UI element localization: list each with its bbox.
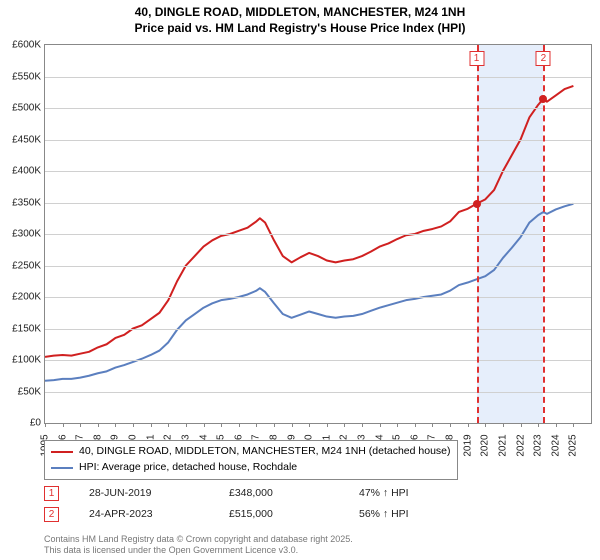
x-tick xyxy=(98,423,99,427)
gridline xyxy=(45,297,591,298)
event-badge: 2 xyxy=(536,51,551,66)
y-axis-label: £600K xyxy=(1,40,41,51)
legend-label: HPI: Average price, detached house, Roch… xyxy=(79,460,297,476)
event-dot xyxy=(539,95,547,103)
x-tick xyxy=(186,423,187,427)
x-tick xyxy=(380,423,381,427)
x-tick xyxy=(432,423,433,427)
legend-box: 40, DINGLE ROAD, MIDDLETON, MANCHESTER, … xyxy=(44,440,458,480)
y-axis-label: £50K xyxy=(1,386,41,397)
series-price_paid xyxy=(45,86,573,357)
y-axis-label: £300K xyxy=(1,229,41,240)
x-tick xyxy=(63,423,64,427)
x-tick xyxy=(573,423,574,427)
x-tick xyxy=(239,423,240,427)
event-marker-line xyxy=(477,45,479,423)
legend-area: 40, DINGLE ROAD, MIDDLETON, MANCHESTER, … xyxy=(44,440,592,522)
y-axis-label: £350K xyxy=(1,197,41,208)
x-tick xyxy=(521,423,522,427)
x-tick xyxy=(538,423,539,427)
x-tick xyxy=(344,423,345,427)
y-axis-label: £400K xyxy=(1,166,41,177)
x-tick xyxy=(309,423,310,427)
x-tick xyxy=(168,423,169,427)
gridline xyxy=(45,108,591,109)
gridline xyxy=(45,140,591,141)
y-axis-label: £100K xyxy=(1,355,41,366)
event-hpi: 47% ↑ HPI xyxy=(359,487,459,499)
x-tick xyxy=(256,423,257,427)
x-tick xyxy=(151,423,152,427)
x-tick xyxy=(450,423,451,427)
x-tick xyxy=(503,423,504,427)
series-hpi xyxy=(45,204,573,381)
x-tick xyxy=(415,423,416,427)
gridline xyxy=(45,360,591,361)
y-axis-label: £0 xyxy=(1,418,41,429)
gridline xyxy=(45,392,591,393)
event-badge: 1 xyxy=(469,51,484,66)
y-axis-label: £500K xyxy=(1,103,41,114)
legend-row: HPI: Average price, detached house, Roch… xyxy=(51,460,451,476)
event-hpi: 56% ↑ HPI xyxy=(359,508,459,520)
event-table-row: 2 24-APR-2023 £515,000 56% ↑ HPI xyxy=(44,507,592,522)
y-axis-label: £550K xyxy=(1,71,41,82)
x-tick xyxy=(292,423,293,427)
gridline xyxy=(45,234,591,235)
event-table-row: 1 28-JUN-2019 £348,000 47% ↑ HPI xyxy=(44,486,592,501)
x-tick xyxy=(45,423,46,427)
x-tick xyxy=(133,423,134,427)
x-tick xyxy=(468,423,469,427)
title-line-2: Price paid vs. HM Land Registry's House … xyxy=(0,20,600,36)
y-axis-label: £200K xyxy=(1,292,41,303)
legend-swatch xyxy=(51,451,73,453)
x-tick xyxy=(556,423,557,427)
event-number-badge: 2 xyxy=(44,507,59,522)
gridline xyxy=(45,203,591,204)
footer-line-2: This data is licensed under the Open Gov… xyxy=(44,545,353,556)
event-number-badge: 1 xyxy=(44,486,59,501)
x-tick xyxy=(204,423,205,427)
event-table: 1 28-JUN-2019 £348,000 47% ↑ HPI 2 24-APR-202… xyxy=(44,486,592,522)
y-axis-label: £250K xyxy=(1,260,41,271)
x-tick xyxy=(221,423,222,427)
legend-row: 40, DINGLE ROAD, MIDDLETON, MANCHESTER, … xyxy=(51,444,451,460)
event-price: £348,000 xyxy=(229,487,329,499)
event-date: 28-JUN-2019 xyxy=(89,487,199,499)
y-axis-label: £450K xyxy=(1,134,41,145)
x-tick xyxy=(327,423,328,427)
legend-label: 40, DINGLE ROAD, MIDDLETON, MANCHESTER, … xyxy=(79,444,451,460)
x-tick xyxy=(115,423,116,427)
gridline xyxy=(45,77,591,78)
x-tick xyxy=(362,423,363,427)
chart-plot-area: £0£50K£100K£150K£200K£250K£300K£350K£400… xyxy=(44,44,592,424)
gridline xyxy=(45,266,591,267)
legend-swatch xyxy=(51,467,73,469)
gridline xyxy=(45,171,591,172)
x-tick xyxy=(485,423,486,427)
footer-attribution: Contains HM Land Registry data © Crown c… xyxy=(44,534,353,557)
gridline xyxy=(45,329,591,330)
footer-line-1: Contains HM Land Registry data © Crown c… xyxy=(44,534,353,545)
event-price: £515,000 xyxy=(229,508,329,520)
event-dot xyxy=(473,200,481,208)
x-tick xyxy=(80,423,81,427)
y-axis-label: £150K xyxy=(1,323,41,334)
chart-title: 40, DINGLE ROAD, MIDDLETON, MANCHESTER, … xyxy=(0,0,600,36)
event-date: 24-APR-2023 xyxy=(89,508,199,520)
title-line-1: 40, DINGLE ROAD, MIDDLETON, MANCHESTER, … xyxy=(0,4,600,20)
x-tick xyxy=(274,423,275,427)
x-tick xyxy=(397,423,398,427)
